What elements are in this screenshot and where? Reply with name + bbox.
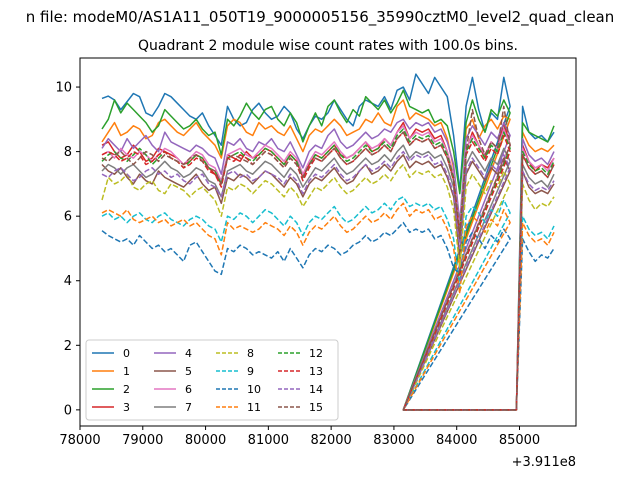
series-line-4 (101, 118, 555, 411)
y-tick-label: 6 (64, 210, 72, 225)
x-tick-label: 82000 (310, 433, 351, 448)
y-tick-label: 0 (64, 403, 72, 418)
x-tick-label: 81000 (248, 433, 289, 448)
series-line-7 (101, 144, 555, 411)
legend-label-2: 2 (123, 383, 130, 396)
y-tick-label: 10 (55, 81, 72, 96)
y-tick-label: 8 (64, 145, 72, 160)
x-tick-label: 85000 (499, 433, 540, 448)
series-line-14 (101, 150, 555, 411)
series-layer (101, 73, 555, 411)
legend-label-6: 6 (185, 383, 192, 396)
x-tick-label: 78000 (59, 433, 100, 448)
y-axis: 0 2 4 6 8 10 (55, 81, 80, 418)
x-tick-label: 79000 (122, 433, 163, 448)
legend-label-10: 10 (247, 383, 261, 396)
legend-label-14: 14 (309, 383, 323, 396)
figure-suptitle: n file: modeM0/AS1A11_050T19_9000005156_… (26, 8, 615, 27)
x-axis: 78000 79000 80000 81000 82000 83000 84000 85000 (59, 426, 540, 448)
y-tick-label: 4 (64, 274, 72, 289)
legend-label-5: 5 (185, 365, 192, 378)
legend-label-7: 7 (185, 401, 192, 414)
legend-label-12: 12 (309, 347, 323, 360)
legend-label-13: 13 (309, 365, 323, 378)
legend-label-11: 11 (247, 401, 261, 414)
series-line-5 (101, 154, 555, 411)
series-line-2 (101, 89, 555, 411)
series-line-10 (101, 221, 555, 411)
legend-label-3: 3 (123, 401, 130, 414)
legend-label-8: 8 (247, 347, 254, 360)
legend-label-9: 9 (247, 365, 254, 378)
legend-box (85, 339, 339, 421)
legend-label-1: 1 (123, 365, 130, 378)
x-tick-label: 83000 (373, 433, 414, 448)
series-line-1 (101, 99, 555, 411)
series-line-15 (101, 105, 555, 411)
chart-title: Quadrant 2 module wise count rates with … (138, 38, 518, 54)
x-tick-label: 80000 (185, 433, 226, 448)
legend-label-0: 0 (123, 347, 130, 360)
legend-label-4: 4 (185, 347, 192, 360)
series-line-11 (101, 202, 555, 411)
x-offset-label: +3.911e8 (512, 455, 576, 470)
y-tick-label: 2 (64, 339, 72, 354)
series-line-9 (101, 196, 555, 411)
legend-label-15: 15 (309, 401, 323, 414)
x-tick-label: 84000 (436, 433, 477, 448)
plot-frame (79, 57, 577, 427)
